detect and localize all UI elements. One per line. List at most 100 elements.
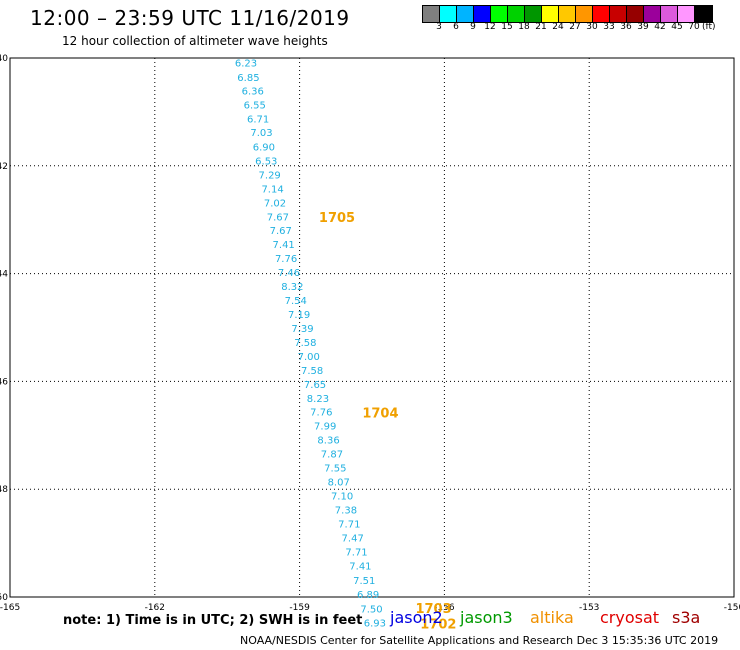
- legend-swatch: [440, 6, 457, 22]
- swh-value-label: 7.41: [273, 240, 295, 251]
- lat-tick-label: -40: [0, 54, 8, 64]
- swh-value-label: 7.03: [250, 128, 272, 139]
- satellite-legend-cryosat: cryosat: [600, 608, 660, 627]
- swh-value-label: 7.55: [324, 464, 346, 475]
- swh-value-label: 7.65: [304, 380, 326, 391]
- map-title: 12:00 – 23:59 UTC 11/16/2019: [30, 6, 350, 30]
- lon-tick-label: -156: [434, 603, 455, 613]
- lat-tick-label: -48: [0, 485, 8, 495]
- swh-value-label: 7.39: [291, 324, 313, 335]
- swh-value-label: 7.58: [301, 366, 323, 377]
- pass-time-label: 1704: [362, 407, 398, 422]
- satellite-legend-jason3: jason3: [460, 608, 513, 627]
- swh-value-label: 6.36: [242, 86, 264, 97]
- swh-value-label: 7.46: [278, 268, 300, 279]
- legend-swatch: [423, 6, 440, 22]
- pass-time-label: 1702: [420, 617, 456, 632]
- legend-swatch: [627, 6, 644, 22]
- legend-label: 45: [671, 22, 683, 32]
- swh-value-label: 6.90: [253, 142, 275, 153]
- swh-value-label: 7.76: [275, 254, 297, 265]
- legend-swatch: [508, 6, 525, 22]
- swh-value-label: 7.02: [264, 198, 286, 209]
- legend-label: 24: [552, 22, 564, 32]
- swh-value-label: 7.10: [331, 492, 353, 503]
- legend-label: 18: [518, 22, 530, 32]
- lon-tick-label: -150: [724, 603, 740, 613]
- legend-label: 33: [603, 22, 615, 32]
- swh-value-label: 7.41: [349, 562, 371, 573]
- swh-value-label: 7.50: [360, 604, 382, 615]
- legend-label: 12: [484, 22, 496, 32]
- pass-time-label: 1703: [415, 602, 451, 617]
- swh-value-label: 6.85: [237, 73, 259, 84]
- legend-swatch: [542, 6, 559, 22]
- swh-value-label: 7.29: [259, 170, 281, 181]
- legend-swatch: [491, 6, 508, 22]
- lat-tick-label: -42: [0, 162, 8, 172]
- swh-value-label: 7.14: [261, 184, 283, 195]
- legend-swatch: [559, 6, 576, 22]
- lat-tick-label: -46: [0, 377, 8, 387]
- legend-unit: (ft): [702, 22, 716, 32]
- swh-value-label: 6.23: [235, 58, 257, 69]
- lon-tick-label: -159: [289, 603, 310, 613]
- satellite-legend-s3a: s3a: [672, 608, 701, 627]
- pass-time-label: 1705: [319, 211, 355, 226]
- swh-value-label: 7.19: [288, 310, 310, 321]
- legend-label: 70: [688, 22, 700, 32]
- legend-label: 27: [569, 22, 581, 32]
- legend-label: 42: [654, 22, 666, 32]
- lon-tick-label: -153: [579, 603, 599, 613]
- legend-swatch: [457, 6, 474, 22]
- satellite-legend-altika: altika: [530, 608, 574, 627]
- swh-value-label: 8.36: [317, 436, 339, 447]
- swh-value-label: 6.71: [247, 114, 269, 125]
- legend-label: 39: [637, 22, 649, 32]
- swh-value-label: 7.76: [310, 408, 332, 419]
- swh-value-label: 7.38: [335, 506, 357, 517]
- legend-label: 30: [586, 22, 598, 32]
- swh-value-label: 6.93: [364, 618, 386, 629]
- legend-label: 21: [535, 22, 547, 32]
- satellite-legend-jason2: jason2: [390, 608, 443, 627]
- lon-tick-label: -162: [145, 603, 165, 613]
- swh-value-label: 6.55: [244, 100, 266, 111]
- map-frame: [9, 57, 735, 598]
- legend-swatch: [474, 6, 491, 22]
- wave-height-color-legend: [422, 5, 713, 23]
- swh-value-label: 8.07: [328, 478, 350, 489]
- lon-tick-label: -165: [0, 603, 20, 613]
- legend-swatch: [525, 6, 542, 22]
- legend-swatch: [644, 6, 661, 22]
- lat-tick-label: -50: [0, 593, 8, 603]
- legend-label: 15: [501, 22, 513, 32]
- swh-value-label: 7.71: [338, 520, 360, 531]
- swh-value-label: 7.67: [267, 212, 289, 223]
- swh-value-label: 8.23: [307, 394, 329, 405]
- swh-value-label: 6.53: [255, 156, 277, 167]
- swh-value-label: 7.47: [342, 534, 364, 545]
- swh-value-label: 7.00: [298, 352, 320, 363]
- legend-swatch: [593, 6, 610, 22]
- swh-value-label: 7.67: [270, 226, 292, 237]
- swh-value-label: 7.99: [314, 422, 336, 433]
- legend-swatch: [610, 6, 627, 22]
- lat-tick-label: -44: [0, 270, 8, 280]
- swh-value-label: 7.58: [294, 338, 316, 349]
- legend-label: 3: [436, 22, 442, 32]
- legend-label: 9: [470, 22, 476, 32]
- legend-label: 6: [453, 22, 459, 32]
- footer-credit: NOAA/NESDIS Center for Satellite Applica…: [240, 634, 719, 647]
- map-subtitle: 12 hour collection of altimeter wave hei…: [62, 34, 328, 48]
- units-note: note: 1) Time is in UTC; 2) SWH is in fe…: [63, 613, 363, 628]
- swh-value-label: 7.51: [353, 576, 375, 587]
- legend-swatch: [695, 6, 712, 22]
- legend-swatch: [576, 6, 593, 22]
- swh-value-label: 7.54: [285, 296, 307, 307]
- swh-value-label: 8.32: [281, 282, 303, 293]
- swh-value-label: 7.87: [321, 450, 343, 461]
- legend-label: 36: [620, 22, 632, 32]
